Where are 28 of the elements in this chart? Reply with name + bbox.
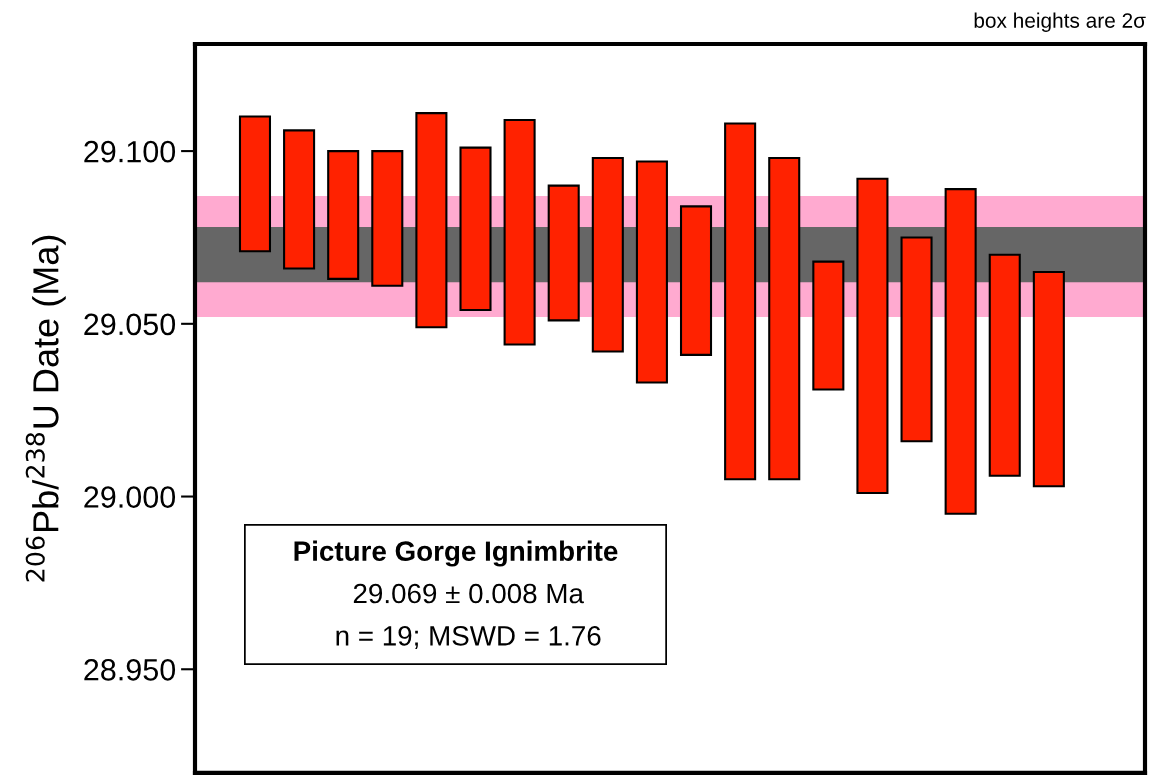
bar (812, 260, 845, 391)
bar (679, 205, 713, 356)
bar (724, 122, 757, 481)
bar (856, 177, 889, 495)
bar (327, 150, 360, 280)
y-tick-label: 29.100 (84, 140, 176, 163)
bar (283, 129, 316, 270)
bar (459, 146, 492, 312)
bar (503, 118, 536, 346)
bar (988, 253, 1021, 477)
bar (900, 236, 933, 443)
y-axis-title: $^{206}$Pb/$^{238}$U Date (Ma) (25, 235, 66, 582)
bar (371, 150, 404, 287)
bar (944, 188, 977, 515)
bar (547, 184, 580, 322)
text: box heights are 2σ (974, 12, 1146, 32)
bar (1032, 270, 1065, 488)
y-tick-label: 29.000 (84, 486, 176, 508)
annotation: n = 19; MSWD = 1.76 (336, 626, 601, 649)
bar (635, 160, 668, 384)
bar (238, 115, 272, 253)
annotation: 29.069 ± 0.008 Ma (353, 583, 584, 604)
y-tick-label: 29.050 (84, 313, 176, 336)
bar (591, 156, 624, 353)
bar (768, 156, 801, 481)
y-tick-label: 28.950 (84, 659, 176, 681)
bar (415, 112, 448, 329)
annotation: Picture Gorge Ignimbrite (294, 540, 618, 567)
